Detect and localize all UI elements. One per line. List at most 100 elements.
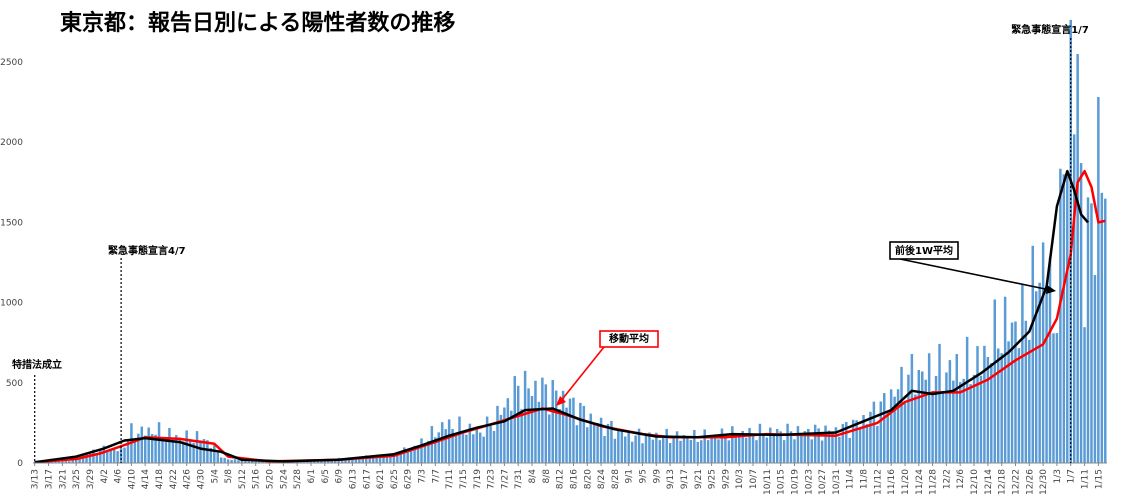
bar <box>689 439 693 463</box>
x-tick-label: 9/21 <box>694 469 704 489</box>
bar <box>1024 320 1028 463</box>
x-tick-label: 3/29 <box>86 469 96 489</box>
bar <box>662 437 665 463</box>
bar <box>972 374 976 463</box>
bar <box>938 343 941 463</box>
bar <box>478 432 482 463</box>
x-tick-label: 9/29 <box>721 469 731 489</box>
bar <box>199 440 202 463</box>
x-tick-label: 9/1 <box>625 469 635 483</box>
bar <box>675 431 679 463</box>
bar <box>979 375 983 463</box>
bar <box>824 425 827 463</box>
x-tick-label: 10/19 <box>791 469 801 495</box>
callout-box <box>889 241 959 260</box>
bar <box>523 370 527 463</box>
bar <box>185 430 188 463</box>
bar <box>955 354 959 463</box>
bar <box>775 428 779 463</box>
bar <box>88 453 92 463</box>
bar <box>727 440 731 463</box>
x-tick-label: 6/29 <box>404 469 414 489</box>
bar <box>561 390 565 463</box>
bar <box>737 436 741 463</box>
bar <box>361 457 365 463</box>
bar <box>672 438 675 463</box>
bar <box>209 447 213 463</box>
bar <box>952 380 955 463</box>
bar <box>157 422 161 463</box>
bar <box>990 363 993 463</box>
bar <box>637 428 641 463</box>
x-tick-label: 1/3 <box>1053 469 1063 483</box>
x-tick-label: 8/24 <box>597 469 607 489</box>
bar <box>655 432 658 463</box>
x-tick-label: 4/30 <box>197 469 207 489</box>
bar <box>769 427 772 463</box>
x-tick-label: 7/19 <box>473 469 483 489</box>
x-tick-label: 7/3 <box>418 469 428 483</box>
bar <box>765 437 769 463</box>
chart-title: 東京都：報告日別による陽性者数の推移 <box>60 10 455 36</box>
bar <box>848 437 851 463</box>
bar <box>143 435 147 463</box>
x-tick-label: 5/12 <box>238 469 248 489</box>
x-tick-label: 7/27 <box>500 469 510 489</box>
bar <box>558 409 561 463</box>
x-tick-label: 6/21 <box>376 469 386 489</box>
bar <box>427 440 430 463</box>
y-tick-label: 500 <box>6 379 23 389</box>
x-tick-label: 6/25 <box>390 469 400 489</box>
bar <box>358 458 361 463</box>
bar <box>914 394 917 463</box>
bar <box>921 371 924 463</box>
bar <box>1021 284 1024 463</box>
bar <box>513 376 516 463</box>
bar <box>568 398 572 463</box>
bar <box>641 443 644 463</box>
bar <box>489 425 492 463</box>
bar <box>106 452 109 463</box>
x-tick-label: 11/20 <box>901 469 911 495</box>
callout-label: 移動平均 <box>609 332 649 345</box>
bar <box>257 461 261 463</box>
annotation-label: 緊急事態宣言4/7 <box>108 244 186 257</box>
bar <box>503 407 506 463</box>
bar <box>472 434 475 463</box>
x-tick-label: 5/20 <box>266 469 276 489</box>
bar <box>1090 203 1093 463</box>
bar <box>841 423 845 463</box>
bar <box>679 440 682 463</box>
bar <box>223 457 226 463</box>
bar <box>582 405 586 463</box>
bar <box>510 410 513 463</box>
bar <box>876 425 879 463</box>
bar <box>910 354 914 463</box>
bar <box>192 442 195 463</box>
bar <box>599 417 603 463</box>
bar <box>817 428 820 463</box>
x-tick-label: 11/24 <box>915 469 925 495</box>
bar <box>99 450 102 463</box>
bar <box>161 438 164 463</box>
bar <box>827 430 831 463</box>
x-tick-label: 9/9 <box>652 469 662 484</box>
bar <box>900 366 903 463</box>
x-tick-label: 5/24 <box>279 469 289 489</box>
bar <box>630 441 634 463</box>
x-tick-label: 5/16 <box>252 469 262 489</box>
bar <box>596 423 599 463</box>
bar <box>634 435 637 463</box>
bar <box>451 429 454 463</box>
bar <box>710 436 713 463</box>
x-tick-label: 3/25 <box>72 469 82 489</box>
bar <box>807 428 810 463</box>
bar <box>50 461 54 463</box>
bar <box>883 393 886 463</box>
bar <box>230 459 233 463</box>
bar <box>171 438 175 463</box>
bar <box>941 390 945 463</box>
bar <box>378 457 382 463</box>
bar <box>644 435 648 463</box>
bar <box>858 428 862 463</box>
